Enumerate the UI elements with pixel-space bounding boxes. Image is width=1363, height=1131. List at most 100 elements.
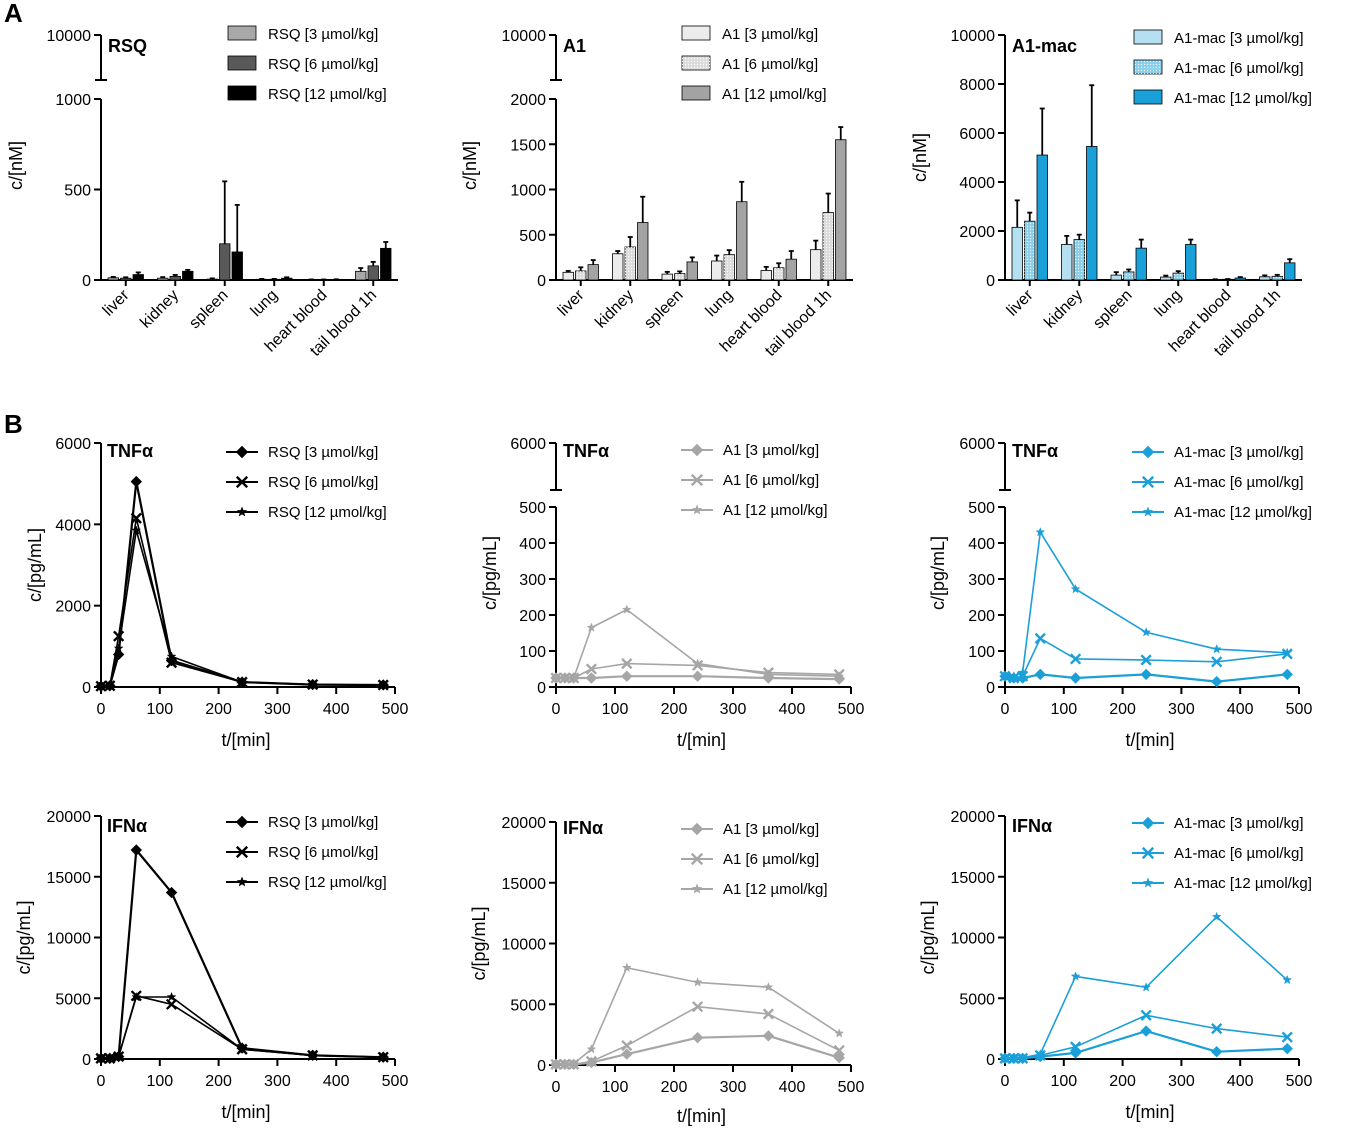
x-tick-label: 100 (1050, 1073, 1077, 1090)
bar-pattern (773, 267, 784, 280)
y-tick-label: 10000 (951, 931, 996, 948)
bar (1135, 247, 1147, 281)
y-tick-label: 0 (986, 273, 995, 290)
bar (1036, 154, 1048, 281)
x-tick-label: 0 (552, 701, 561, 718)
x-tick-label: 200 (661, 701, 688, 718)
legend-marker (1142, 506, 1154, 517)
data-point (585, 663, 597, 675)
data-point (1281, 668, 1293, 681)
legend-swatch-pattern (1134, 60, 1162, 74)
legend-label: A1-mac [6 µmol/kg] (1174, 845, 1304, 862)
data-point (104, 1053, 115, 1063)
chart-title: IFNα (563, 818, 603, 838)
y-tick-label: 15000 (951, 870, 996, 887)
data-point (551, 1059, 561, 1069)
x-tick-label: 0 (552, 1079, 561, 1096)
x-tick-label: 400 (1227, 1073, 1254, 1090)
bar (120, 277, 132, 281)
legend-label: A1-mac [12 µmol/kg] (1174, 504, 1312, 521)
y-tick-label: 0 (82, 680, 91, 697)
y-axis-label: c/[pg/mL] (928, 536, 948, 610)
legend-label: A1-mac [3 µmol/kg] (1174, 815, 1304, 832)
data-point (1141, 982, 1152, 992)
bar (1284, 262, 1296, 281)
legend-label: A1-mac [6 µmol/kg] (1174, 474, 1304, 491)
data-point (692, 977, 703, 987)
legend-label: A1 [3 µmol/kg] (723, 821, 819, 838)
legend-label: RSQ [12 µmol/kg] (268, 874, 387, 891)
data-point (165, 886, 178, 899)
data-point (621, 962, 632, 973)
legend-marker (235, 845, 249, 859)
y-tick-label: 400 (519, 536, 546, 553)
x-tick-label: 400 (323, 1073, 350, 1090)
data-point (568, 1058, 579, 1069)
data-point (1035, 1048, 1046, 1059)
chart-4: 0 100 200 300 400 500 6000 TNFα c/[pg/mL] 0 100 200… (480, 436, 864, 750)
legend-label: RSQ [12 µmol/kg] (268, 504, 387, 521)
data-point (1282, 647, 1293, 658)
bar (1185, 244, 1197, 281)
bar (587, 264, 599, 281)
y-tick-label: 200 (519, 608, 546, 625)
x-axis-label: t/[min] (221, 1102, 270, 1122)
x-tick-label: 300 (1168, 1073, 1195, 1090)
y-tick-label: 500 (519, 228, 546, 245)
x-tick-label: 500 (1286, 1073, 1313, 1090)
legend-label: RSQ [6 µmol/kg] (268, 474, 378, 491)
legend-marker (690, 852, 704, 866)
chart-title: IFNα (107, 816, 147, 836)
legend-label: A1-mac [6 µmol/kg] (1174, 60, 1304, 77)
x-tick-label: 200 (205, 701, 232, 718)
y-tick-label: 6000 (55, 436, 91, 453)
legend-marker (235, 445, 249, 459)
bar-pattern (1123, 271, 1134, 280)
y-tick-label: 1500 (510, 137, 546, 154)
y-axis-label: c/[pg/mL] (14, 900, 34, 974)
x-tick-label: kidney (137, 287, 182, 332)
data-point (1017, 1052, 1028, 1063)
data-point (762, 1008, 774, 1020)
x-tick-label: lung (248, 287, 281, 320)
chart-title: TNFα (1012, 441, 1058, 461)
data-point (131, 991, 142, 1002)
data-point (113, 1051, 124, 1061)
legend-label: A1 [12 µmol/kg] (723, 502, 828, 519)
legend-label: RSQ [6 µmol/kg] (268, 844, 378, 861)
data-point (763, 982, 774, 992)
y-tick-label: 100 (519, 644, 546, 661)
data-point (130, 844, 142, 856)
legend-label: RSQ [6 µmol/kg] (268, 56, 378, 73)
data-point (585, 672, 598, 684)
y-tick-label: 6000 (959, 436, 995, 453)
legend-label: A1 [3 µmol/kg] (723, 442, 819, 459)
y-axis-label: c/[nM] (460, 141, 480, 190)
bar (169, 275, 181, 281)
x-tick-label: 100 (602, 1079, 629, 1096)
y-tick-label: 2000 (510, 92, 546, 109)
bar-pattern (1272, 276, 1283, 280)
legend-marker (1141, 445, 1155, 459)
legend-label: A1 [6 µmol/kg] (723, 472, 819, 489)
data-point (1069, 1041, 1082, 1053)
y-tick-label: 4000 (959, 175, 995, 192)
bar (1160, 276, 1172, 281)
y-tick-label: 200 (968, 608, 995, 625)
legend-swatch (681, 85, 711, 101)
y-tick-label: 1000 (510, 183, 546, 200)
legend-swatch (227, 25, 257, 41)
legend-label: RSQ [3 µmol/kg] (268, 814, 378, 831)
data-point (130, 475, 142, 488)
bar (1259, 276, 1271, 281)
data-point (833, 1052, 845, 1064)
bar (1061, 244, 1073, 281)
legend-label: RSQ [3 µmol/kg] (268, 26, 378, 43)
bar (231, 251, 243, 281)
series-line (100, 529, 384, 687)
bar (736, 201, 748, 281)
bar (562, 271, 574, 281)
y-tick-label: 15000 (502, 876, 547, 893)
x-tick-label: 400 (1227, 701, 1254, 718)
